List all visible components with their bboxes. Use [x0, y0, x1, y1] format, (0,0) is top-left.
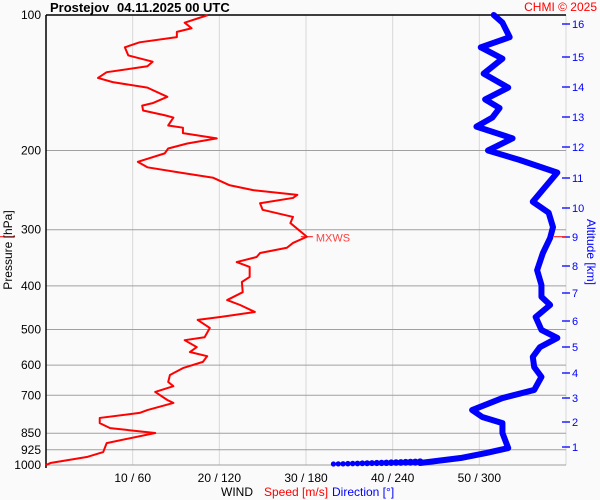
y-tick-label: 500 [21, 323, 41, 337]
x-tick-label: 40 / 240 [371, 471, 415, 485]
direction-point [392, 459, 400, 466]
x-label-wind: WIND [221, 485, 253, 499]
direction-point [397, 459, 405, 466]
y-tick-label: 925 [21, 443, 41, 457]
max-wind-label: MXWS [316, 233, 350, 245]
x-tick-label: 10 / 60 [114, 471, 151, 485]
direction-point [368, 460, 376, 467]
altitude-tick-label: 16 [572, 19, 584, 31]
y-tick-label: 100 [21, 8, 41, 22]
direction-point [364, 460, 371, 467]
y-axis-label: Pressure [hPa] [1, 210, 15, 289]
direction-point [387, 459, 395, 466]
direction-point [373, 459, 380, 467]
direction-point [349, 460, 356, 467]
copyright: CHMI © 2025 [524, 0, 597, 14]
altitude-tick-label: 9 [572, 232, 578, 244]
direction-point [340, 461, 346, 467]
direction-point [335, 461, 341, 467]
altitude-tick-label: 3 [572, 393, 578, 405]
altitude-tick-label: 15 [572, 52, 584, 64]
x-tick-label: 50 / 300 [458, 471, 502, 485]
direction-point [345, 460, 351, 467]
altitude-tick-label: 14 [572, 82, 584, 94]
y-tick-label: 300 [21, 223, 41, 237]
altitude-tick-label: 1 [572, 442, 578, 454]
speed-line [45, 14, 308, 466]
y-tick-label: 850 [21, 426, 41, 440]
series-layer [0, 12, 566, 467]
station-title: Prostejov [50, 0, 110, 15]
x-label-speed: Speed [m/s] [264, 485, 328, 499]
y-tick-label: 1000 [14, 458, 41, 472]
direction-point [378, 459, 385, 467]
altitude-tick-label: 5 [572, 342, 578, 354]
y-tick-label: 400 [21, 279, 41, 293]
altitude-tick-label: 6 [572, 316, 578, 328]
direction-point [416, 458, 424, 466]
altitude-tick-label: 13 [572, 112, 584, 124]
grid [46, 15, 567, 466]
direction-point [383, 459, 390, 467]
axes: 10 / 60 20 / 120 30 / 180 40 / 240 50 / 300 1… [14, 8, 584, 485]
x-tick-label: 20 / 120 [198, 471, 242, 485]
datetime-title: 04.11.2025 00 UTC [117, 0, 230, 15]
y-tick-label: 700 [21, 388, 41, 402]
direction-point [330, 461, 337, 467]
direction-point [402, 458, 410, 466]
altitude-tick-label: 11 [572, 173, 583, 185]
altitude-tick-label: 2 [572, 417, 578, 429]
y2-axis-label: Altitude [km] [584, 219, 598, 285]
y-tick-label: 600 [21, 358, 41, 372]
altitude-tick-label: 10 [572, 203, 584, 215]
altitude-tick-label: 8 [572, 261, 578, 273]
direction-point [359, 460, 366, 467]
direction-point [354, 460, 361, 467]
x-label-direction: Direction [°] [332, 485, 394, 499]
altitude-tick-label: 7 [572, 288, 578, 300]
altitude-tick-label: 12 [572, 142, 584, 154]
y-tick-label: 200 [21, 143, 41, 157]
direction-line [417, 12, 561, 467]
x-tick-label: 30 / 180 [284, 471, 328, 485]
altitude-tick-label: 4 [572, 368, 578, 380]
